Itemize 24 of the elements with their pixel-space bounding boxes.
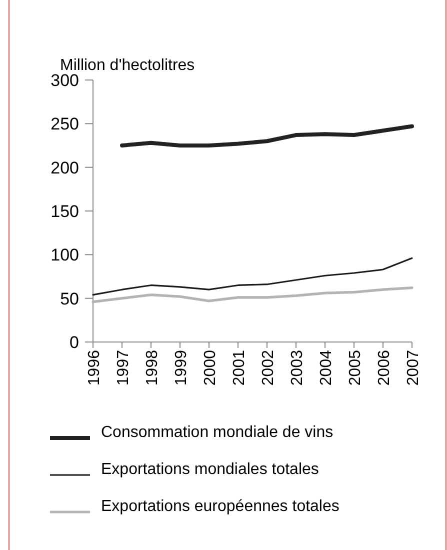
x-tick-label: 2006 <box>376 350 393 386</box>
y-tick-label: 150 <box>50 202 79 221</box>
y-tick-label: 200 <box>50 158 79 178</box>
x-tick-label: 2003 <box>289 350 306 386</box>
y-tick-label: 250 <box>50 114 79 134</box>
line-series <box>92 286 414 304</box>
x-tick-label: 2007 <box>405 350 422 386</box>
y-tick-label: 100 <box>50 246 79 265</box>
legend-label: Consommation mondiale de vins <box>101 424 334 442</box>
x-tick-label: 2002 <box>260 350 277 386</box>
x-tick-label: 2005 <box>347 350 364 386</box>
x-tick-label: 1999 <box>173 350 190 386</box>
line-series <box>92 257 413 296</box>
y-tick-label: 50 <box>60 289 79 308</box>
legend-label: Exportations européennes totales <box>101 498 340 516</box>
x-tick-label: 2004 <box>318 350 335 386</box>
y-tick-label: 0 <box>70 332 79 352</box>
x-tick-label: 1996 <box>86 350 103 386</box>
x-tick-label: 1997 <box>115 350 132 386</box>
x-tick-label: 2001 <box>231 350 248 386</box>
x-tick-label: 2000 <box>202 350 219 386</box>
x-tick-label: 1998 <box>144 350 161 386</box>
legend-label: Exportations mondiales totales <box>101 461 319 478</box>
line-series <box>120 124 414 148</box>
